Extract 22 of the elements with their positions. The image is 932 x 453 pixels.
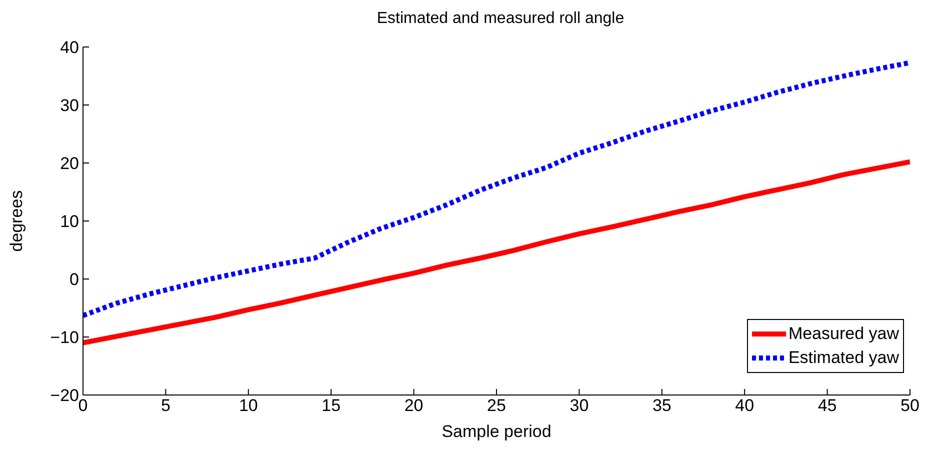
y-tick-label: −20 [50,386,79,406]
y-tick-label: 10 [60,212,79,232]
x-tick-label: 5 [160,396,170,416]
y-tick-label: 0 [70,270,79,290]
x-tick-label: 35 [652,396,672,416]
x-tick-label: 25 [487,396,506,416]
x-tick-label: 50 [900,396,920,416]
y-tick-label: 40 [60,38,79,58]
legend-label: Estimated yaw [788,347,899,369]
y-tick-label: 20 [60,154,79,174]
y-tick-label: −10 [50,328,79,348]
x-tick-label: 30 [570,396,589,416]
x-tick-label: 10 [238,396,258,416]
x-tick-label: 45 [818,396,837,416]
chart-title: Estimated and measured roll angle [376,10,626,28]
x-axis-title: Sample period [442,422,552,441]
legend-label: Measured yaw [788,323,899,345]
x-tick-label: 40 [735,396,754,416]
x-tick-label: 20 [404,396,424,416]
y-axis-title: degrees [7,190,26,252]
x-tick-label: 15 [322,396,341,416]
y-tick-label: 30 [60,96,79,116]
